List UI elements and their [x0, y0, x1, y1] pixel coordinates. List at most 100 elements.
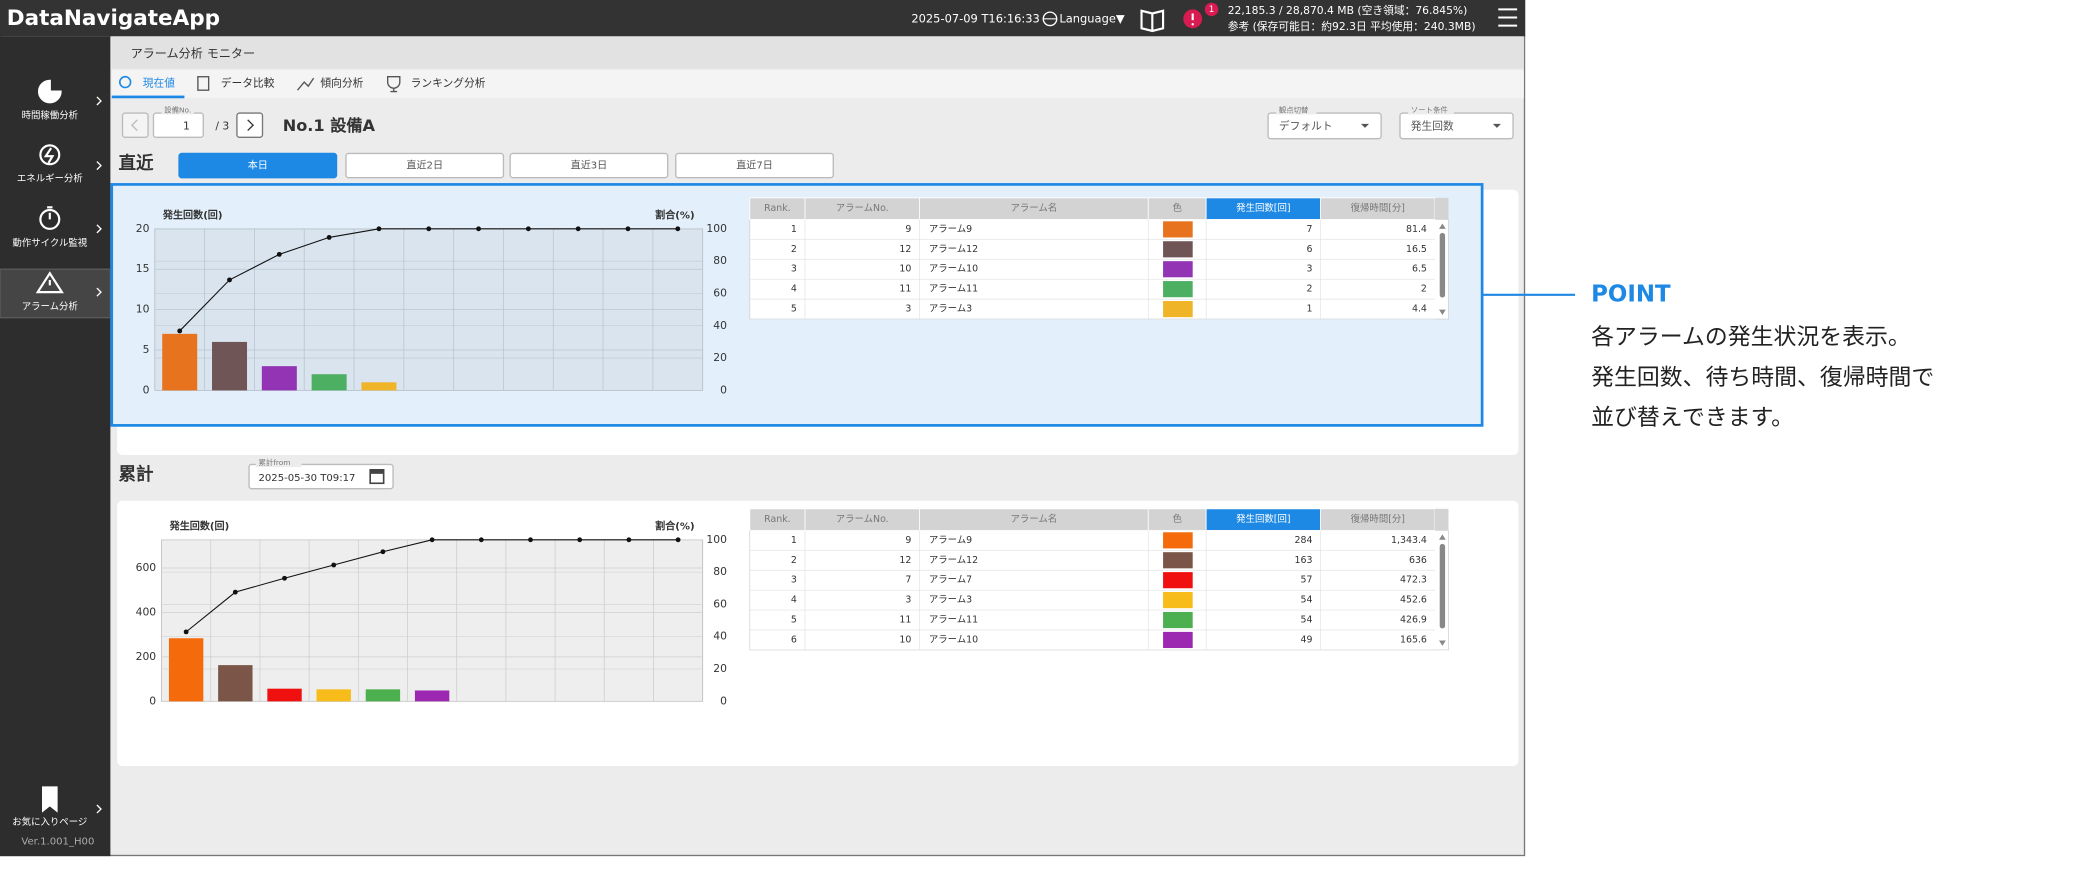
table-cell: 11: [899, 615, 911, 626]
nav-item[interactable]: 時間稼働分析: [22, 109, 78, 121]
table-header: アラーム名: [1010, 202, 1057, 214]
y2-tick-label: 40: [713, 630, 727, 643]
tab[interactable]: 傾向分析: [320, 76, 363, 89]
device-total: / 3: [215, 120, 229, 133]
bar: [365, 689, 401, 702]
scroll-arrow: [1439, 640, 1446, 646]
favorites[interactable]: お気に入りページ: [12, 816, 87, 828]
bar: [168, 638, 204, 702]
label-bg: [161, 105, 194, 115]
table-cell: 12: [899, 555, 911, 566]
table-header-cell: [1435, 197, 1449, 220]
section-heading: 累計: [118, 464, 153, 485]
bar: [316, 689, 351, 702]
period-button[interactable]: [675, 152, 834, 179]
period-button[interactable]: [509, 152, 669, 179]
cumulative-point: [380, 549, 386, 555]
next-button[interactable]: [236, 112, 264, 138]
scroll-thumb[interactable]: [1439, 232, 1446, 298]
view-select[interactable]: [1267, 112, 1382, 140]
color-swatch: [1163, 241, 1193, 258]
tab-icon: [119, 75, 132, 89]
table-cell: 1: [1307, 304, 1313, 315]
table-cell: 54: [1301, 595, 1313, 606]
table-cell: 3: [1307, 264, 1313, 275]
table-header: Rank.: [764, 514, 791, 525]
table-cell: アラーム10: [929, 264, 978, 275]
color-swatch: [1163, 631, 1193, 649]
y-tick-label: 600: [136, 561, 157, 574]
cumulative-point: [282, 575, 287, 581]
y2-tick-label: 100: [706, 222, 727, 235]
table-cell: 4: [791, 595, 797, 606]
tab[interactable]: ランキング分析: [411, 76, 486, 89]
table-cell: 1,343.4: [1391, 535, 1427, 546]
alert-badge-count: 1: [1209, 5, 1215, 15]
color-swatch: [1163, 261, 1193, 278]
table-header: 発生回数[回]: [1236, 513, 1290, 525]
nav-item[interactable]: アラーム分析: [22, 300, 78, 312]
table-header: 復帰時間[分]: [1351, 513, 1405, 525]
table-cell: 2: [1307, 284, 1313, 295]
nav-item[interactable]: エネルギー分析: [17, 173, 83, 185]
prev-button[interactable]: [121, 112, 149, 138]
table-cell: 284: [1295, 535, 1313, 546]
table-cell: 5: [791, 615, 797, 626]
tab[interactable]: 現在値: [143, 76, 176, 89]
calendar-icon: [370, 469, 384, 474]
sort-select[interactable]: [1399, 112, 1514, 140]
y2-tick-label: 80: [713, 565, 727, 578]
bar: [267, 688, 302, 702]
table-cell: アラーム3: [929, 304, 972, 315]
table-cell: アラーム9: [929, 224, 972, 235]
language-select[interactable]: Language▼: [1059, 11, 1124, 25]
menu-icon[interactable]: [1498, 8, 1518, 27]
next-icon: [247, 119, 255, 132]
cumulative-point: [183, 629, 189, 635]
tab[interactable]: データ比較: [221, 76, 275, 89]
table-cell: 9: [905, 535, 911, 546]
period-button[interactable]: [178, 152, 338, 179]
cumulative-point: [625, 226, 631, 232]
cumulative-point: [476, 226, 481, 232]
table-cell: 2: [791, 555, 797, 566]
scroll-arrow: [1439, 223, 1446, 229]
table-cell: 4.4: [1412, 304, 1427, 315]
color-swatch: [1163, 572, 1193, 589]
manual-icon[interactable]: [1140, 9, 1165, 33]
cumulative-point: [429, 537, 435, 543]
period-label: 直近7日: [736, 159, 773, 172]
device-input[interactable]: [152, 112, 204, 138]
bar: [212, 341, 248, 391]
y2-tick-label: 80: [713, 254, 727, 267]
table-header: アラーム名: [1010, 513, 1057, 525]
cumulative-point: [528, 537, 533, 543]
label-bg: [1276, 105, 1317, 115]
scroll-thumb[interactable]: [1439, 543, 1446, 629]
label-bg: [1408, 105, 1454, 115]
sidebar: [0, 36, 111, 857]
period-button[interactable]: [345, 152, 505, 179]
y-axis-title: 発生回数(回): [162, 208, 223, 221]
table-cell: 5: [791, 304, 797, 315]
nav-item[interactable]: 動作サイクル監視: [12, 237, 87, 249]
color-swatch: [1163, 301, 1193, 318]
sort-label: ソート条件: [1411, 105, 1449, 114]
alert-icon: [1191, 23, 1194, 26]
table-cell: 7: [905, 575, 911, 586]
cumulative-point: [276, 251, 282, 257]
nav-icon: [47, 206, 53, 220]
from-input[interactable]: [248, 463, 394, 490]
prev-icon: [130, 119, 138, 132]
table-bg: [749, 219, 1449, 320]
storage: 22,185.3 / 28,870.4 MB (空き領域：76.845%): [1228, 4, 1468, 17]
nav-icon: [39, 208, 61, 230]
y2-tick-label: 20: [713, 351, 727, 364]
table-cell: アラーム12: [929, 244, 978, 255]
table-header: 復帰時間[分]: [1351, 202, 1405, 214]
table-cell: 3: [791, 264, 797, 275]
tab-icon: [387, 76, 401, 93]
y-tick-label: 20: [136, 222, 150, 235]
